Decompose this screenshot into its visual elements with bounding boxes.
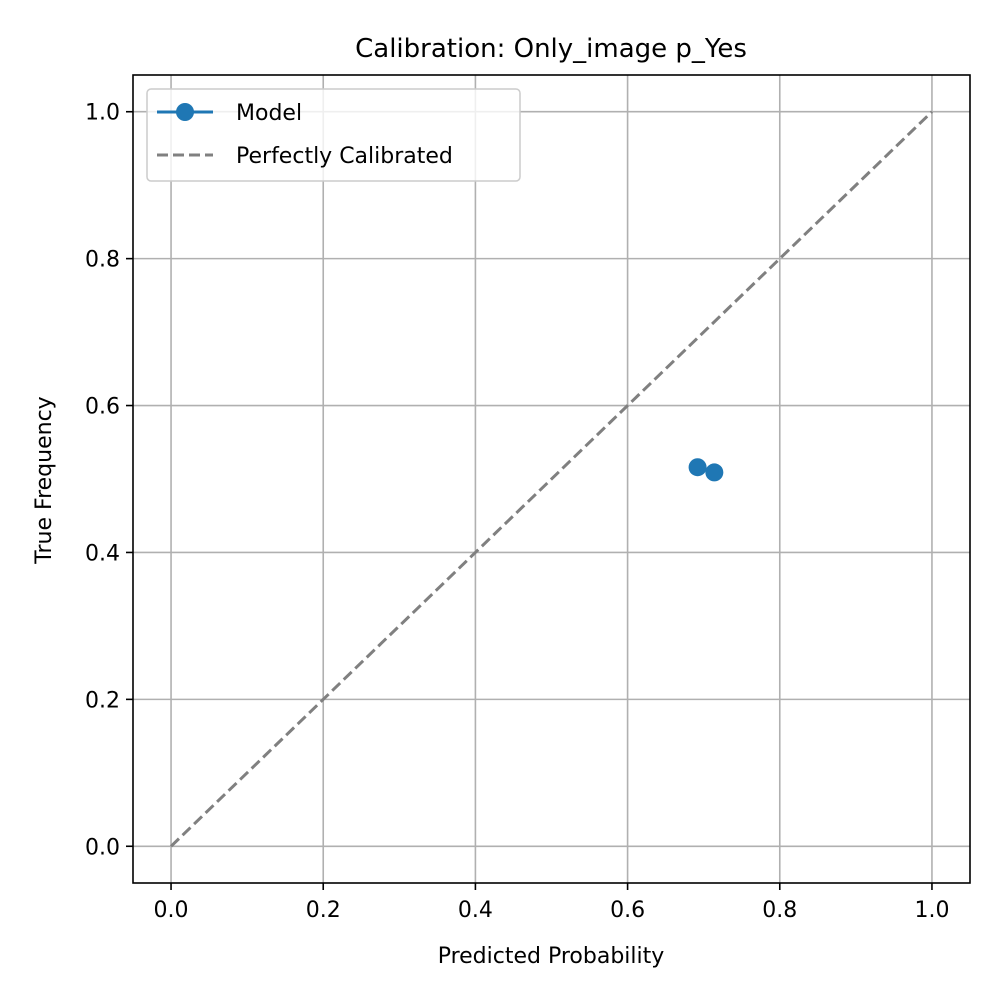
legend-model-marker bbox=[176, 103, 194, 121]
y-tick-label: 0.4 bbox=[85, 541, 120, 566]
x-tick-label: 0.0 bbox=[154, 898, 189, 923]
x-tick-label: 0.6 bbox=[610, 898, 645, 923]
legend: Model Perfectly Calibrated bbox=[146, 88, 521, 182]
y-tick-label: 0.0 bbox=[85, 835, 120, 860]
perfectly-calibrated-line bbox=[170, 110, 933, 848]
legend-label-model: Model bbox=[236, 101, 302, 126]
x-tick-label: 0.8 bbox=[762, 898, 797, 923]
x-tick-label: 0.2 bbox=[306, 898, 341, 923]
axis-ticks: 0.0 0.2 0.4 0.6 0.8 1.0 0.0 0.2 0.4 0.6 0.8 1.0 bbox=[85, 101, 949, 923]
model-point bbox=[688, 458, 707, 477]
x-tick-label: 0.4 bbox=[458, 898, 493, 923]
chart-title: Calibration: Only_image p_Yes bbox=[355, 34, 747, 64]
y-tick-label: 0.8 bbox=[85, 248, 120, 273]
y-tick-label: 0.6 bbox=[85, 395, 120, 420]
x-axis-label: Predicted Probability bbox=[438, 944, 665, 969]
legend-label-perfectly-calibrated: Perfectly Calibrated bbox=[236, 144, 453, 169]
y-tick-label: 0.2 bbox=[85, 688, 120, 713]
y-axis-label: True Frequency bbox=[32, 396, 57, 564]
grid bbox=[133, 75, 970, 883]
x-tick-label: 1.0 bbox=[914, 898, 949, 923]
plot-frame bbox=[132, 74, 971, 884]
model-point bbox=[705, 463, 724, 482]
plot-series bbox=[170, 110, 933, 848]
y-tick-label: 1.0 bbox=[85, 101, 120, 126]
legend-box bbox=[146, 88, 521, 182]
